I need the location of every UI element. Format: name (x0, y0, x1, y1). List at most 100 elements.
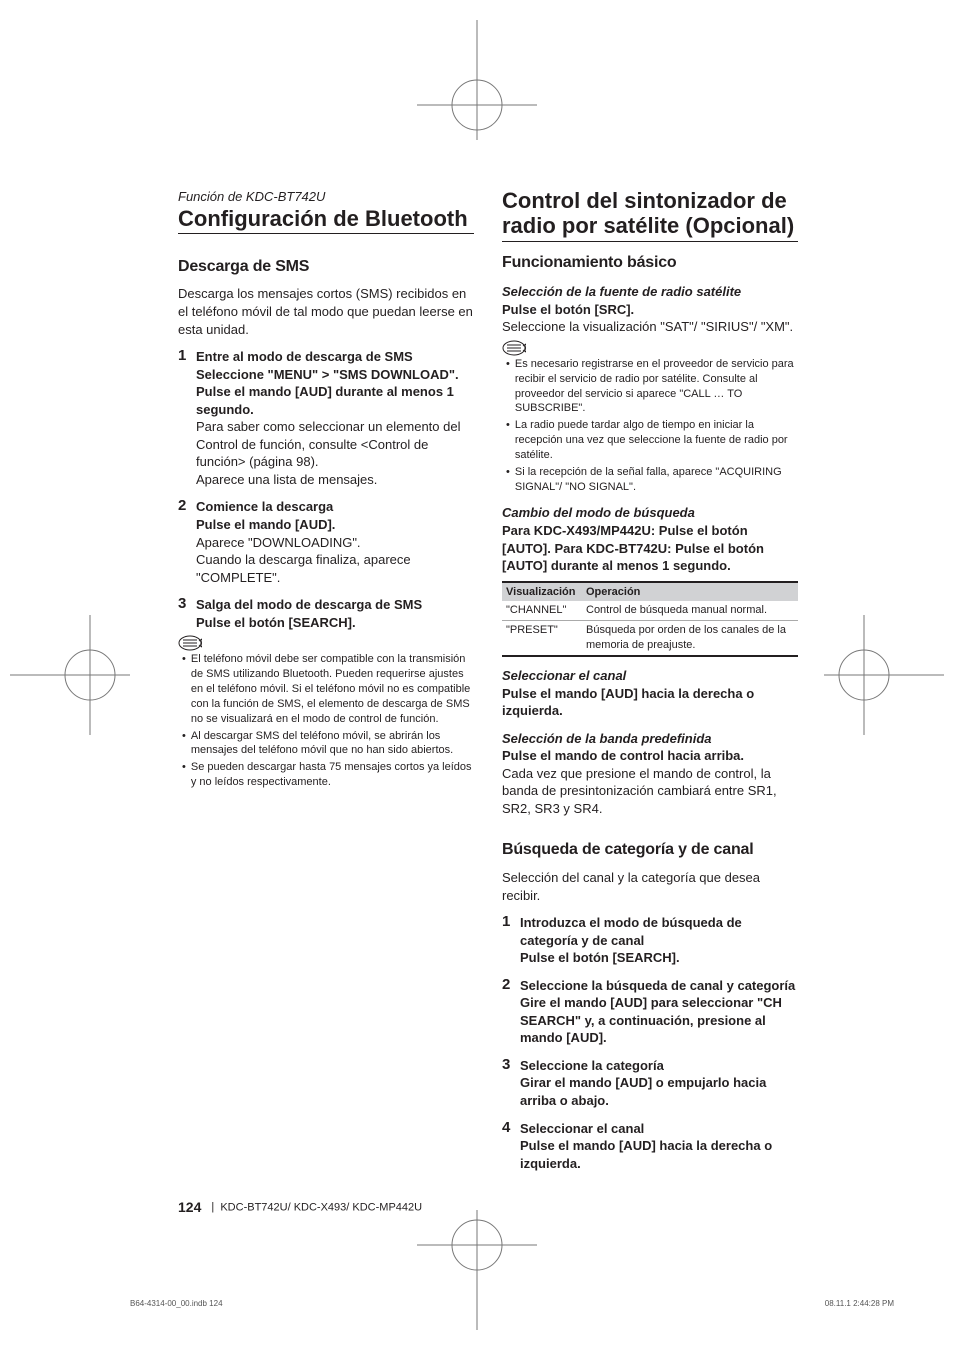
table-cell: Control de búsqueda manual normal. (582, 601, 798, 620)
crop-mark-bottom (417, 1210, 537, 1330)
step-number: 2 (502, 977, 514, 994)
bullet-text: Es necesario registrarse en el proveedor… (515, 357, 798, 416)
step-title: Salga del modo de descarga de SMS (196, 596, 474, 614)
steps-right: 1 Introduzca el modo de búsqueda de categ… (502, 914, 798, 1172)
step-subtitle: Girar el mando [AUD] o empujarlo hacia a… (520, 1074, 798, 1109)
table-row: "CHANNEL"Control de búsqueda manual norm… (502, 601, 798, 620)
table-row: "PRESET"Búsqueda por orden de los canale… (502, 620, 798, 655)
bullet-item: •Es necesario registrarse en el proveedo… (506, 357, 798, 416)
bullet-item: •El teléfono móvil debe ser compatible c… (182, 652, 474, 726)
step-item: 2 Seleccione la búsqueda de canal y categ… (502, 977, 798, 1047)
bullet-text: El teléfono móvil debe ser compatible co… (191, 652, 474, 726)
page-number: 124 (178, 1199, 201, 1215)
step-number: 3 (178, 596, 190, 613)
step-title: Seleccione la categoría (520, 1057, 798, 1075)
bold-mode: Para KDC-X493/MP442U: Pulse el botón [AU… (502, 522, 798, 575)
column-left: Función de KDC-BT742U Configuración de B… (178, 188, 474, 1172)
print-file: B64-4314-00_00.indb 124 (130, 1299, 223, 1310)
bullet-text: Al descargar SMS del teléfono móvil, se … (191, 729, 474, 759)
bullet-text: Se pueden descargar hasta 75 mensajes co… (191, 760, 474, 790)
bullet-item: •La radio puede tardar algo de tiempo en… (506, 418, 798, 463)
pretitle-left: Función de KDC-BT742U (178, 188, 474, 206)
section-head-left: Función de KDC-BT742U Configuración de B… (178, 188, 474, 234)
step-title: Seleccionar el canal (520, 1120, 798, 1138)
bullet-dot-icon: • (182, 652, 186, 726)
step-item: 3 Salga del modo de descarga de SMSPulse … (178, 596, 474, 631)
intro-left: Descarga los mensajes cortos (SMS) recib… (178, 285, 474, 338)
note-icon (178, 635, 200, 650)
step-body: Seleccionar el canalPulse el mando [AUD]… (520, 1120, 798, 1173)
table-cell: Búsqueda por orden de los canales de la … (582, 621, 798, 655)
title-left: Configuración de Bluetooth (178, 206, 474, 231)
intro-search: Selección del canal y la categoría que d… (502, 869, 798, 904)
h2-search: Búsqueda de categoría y de canal (502, 839, 798, 861)
footer-models: KDC-BT742U/ KDC-X493/ KDC-MP442U (220, 1201, 422, 1213)
step-subtitle: Pulse el botón [SEARCH]. (520, 949, 798, 967)
step-number: 2 (178, 498, 190, 515)
step-item: 2 Comience la descargaPulse el mando [AUD… (178, 498, 474, 586)
h3-source: Selección de la fuente de radio satélite (502, 283, 798, 301)
mode-table: Visualización Operación "CHANNEL"Control… (502, 581, 798, 657)
step-text: Aparece "DOWNLOADING". (196, 534, 474, 552)
print-bar: B64-4314-00_00.indb 124 08.11.1 2:44:28 … (130, 1299, 894, 1310)
table-cell: "PRESET" (502, 621, 582, 655)
bullet-text: La radio puede tardar algo de tiempo en … (515, 418, 798, 463)
footer-divider: | (211, 1201, 214, 1213)
crop-mark-left (10, 615, 130, 735)
bullet-item: •Al descargar SMS del teléfono móvil, se… (182, 729, 474, 759)
step-body: Introduzca el modo de búsqueda de catego… (520, 914, 798, 967)
step-body: Seleccione la categoríaGirar el mando [A… (520, 1057, 798, 1110)
step-number: 1 (178, 348, 190, 365)
note-icon-right (502, 340, 524, 355)
step-subtitle: Seleccione "MENU" > "SMS DOWNLOAD". Puls… (196, 366, 474, 419)
bold-source: Pulse el botón [SRC]. (502, 301, 798, 319)
h2-sms: Descarga de SMS (178, 256, 474, 278)
bullet-dot-icon: • (506, 465, 510, 495)
bullet-dot-icon: • (506, 418, 510, 463)
crop-mark-top (417, 20, 537, 140)
h3-band: Selección de la banda predefinida (502, 730, 798, 748)
th-op: Operación (582, 583, 798, 602)
bullets-source: •Es necesario registrarse en el proveedo… (502, 357, 798, 495)
step-subtitle: Pulse el mando [AUD]. (196, 516, 474, 534)
h3-channel: Seleccionar el canal (502, 667, 798, 685)
step-item: 1 Entre al modo de descarga de SMSSelecci… (178, 348, 474, 488)
print-stamp: 08.11.1 2:44:28 PM (825, 1299, 894, 1310)
step-subtitle: Pulse el botón [SEARCH]. (196, 614, 474, 632)
step-title: Seleccione la búsqueda de canal y catego… (520, 977, 798, 995)
bullet-item: •Si la recepción de la señal falla, apar… (506, 465, 798, 495)
table-head: Visualización Operación (502, 583, 798, 602)
th-vis: Visualización (502, 583, 582, 602)
page-footer: 124 | KDC-BT742U/ KDC-X493/ KDC-MP442U (178, 1198, 422, 1217)
step-subtitle: Pulse el mando [AUD] hacia la derecha o … (520, 1137, 798, 1172)
step-body: Salga del modo de descarga de SMSPulse e… (196, 596, 474, 631)
bullet-dot-icon: • (506, 357, 510, 416)
step-subtitle: Gire el mando [AUD] para seleccionar "CH… (520, 994, 798, 1047)
step-title: Introduzca el modo de búsqueda de catego… (520, 914, 798, 949)
text-source: Seleccione la visualización "SAT"/ "SIRI… (502, 318, 798, 336)
title-right: Control del sintonizador de radio por sa… (502, 188, 798, 239)
step-body: Entre al modo de descarga de SMSSeleccio… (196, 348, 474, 488)
column-right: Control del sintonizador de radio por sa… (502, 188, 798, 1172)
table-cell: "CHANNEL" (502, 601, 582, 620)
crop-mark-right (824, 615, 944, 735)
bullets-left: •El teléfono móvil debe ser compatible c… (178, 652, 474, 790)
steps-left: 1 Entre al modo de descarga de SMSSelecci… (178, 348, 474, 631)
bullet-item: •Se pueden descargar hasta 75 mensajes c… (182, 760, 474, 790)
bold-band: Pulse el mando de control hacia arriba. (502, 747, 798, 765)
step-title: Entre al modo de descarga de SMS (196, 348, 474, 366)
h2-basic: Funcionamiento básico (502, 252, 798, 274)
section-head-right: Control del sintonizador de radio por sa… (502, 188, 798, 242)
bold-channel: Pulse el mando [AUD] hacia la derecha o … (502, 685, 798, 720)
bullet-text: Si la recepción de la señal falla, apare… (515, 465, 798, 495)
h3-mode: Cambio del modo de búsqueda (502, 504, 798, 522)
bullet-dot-icon: • (182, 729, 186, 759)
step-number: 4 (502, 1120, 514, 1137)
step-text: Cuando la descarga finaliza, aparece "CO… (196, 551, 474, 586)
step-body: Comience la descargaPulse el mando [AUD]… (196, 498, 474, 586)
step-title: Comience la descarga (196, 498, 474, 516)
text-band: Cada vez que presione el mando de contro… (502, 765, 798, 818)
step-item: 1 Introduzca el modo de búsqueda de categ… (502, 914, 798, 967)
step-body: Seleccione la búsqueda de canal y catego… (520, 977, 798, 1047)
step-number: 1 (502, 914, 514, 931)
